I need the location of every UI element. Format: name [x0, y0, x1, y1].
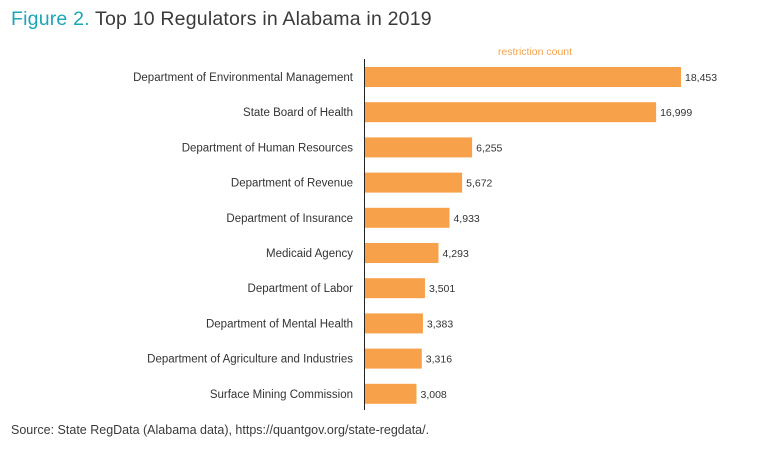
bar	[365, 243, 439, 263]
value-label: 5,672	[466, 178, 492, 190]
category-label: Department of Insurance	[226, 213, 353, 225]
bar	[365, 313, 423, 334]
bar	[365, 278, 425, 299]
figure-title: Figure 2. Top 10 Regulators in Alabama i…	[11, 8, 432, 31]
value-label: 6,255	[476, 142, 502, 154]
value-label: 3,316	[426, 354, 452, 366]
category-label: Department of Labor	[248, 283, 354, 295]
source-note: Source: State RegData (Alabama data), ht…	[11, 423, 430, 437]
bars-group: Department of Environmental Management 18…	[133, 67, 717, 404]
value-label: 3,008	[421, 389, 447, 401]
value-label: 3,383	[427, 318, 453, 330]
value-label: 4,293	[443, 248, 469, 260]
bar	[365, 172, 463, 193]
figure-label: Figure 2.	[11, 8, 90, 30]
category-label: Department of Environmental Management	[133, 72, 354, 84]
category-label: Department of Human Resources	[182, 142, 354, 154]
figure-title-text: Top 10 Regulators in Alabama in 2019	[95, 8, 432, 30]
category-label: State Board of Health	[243, 107, 353, 119]
bar	[365, 348, 422, 369]
bar	[365, 207, 450, 228]
bar	[365, 383, 417, 404]
value-label: 3,501	[429, 283, 455, 295]
bar	[365, 67, 681, 87]
bar	[365, 102, 657, 123]
category-label: Department of Agriculture and Industries	[147, 354, 353, 366]
category-label: Medicaid Agency	[266, 248, 353, 260]
value-label: 4,933	[453, 213, 479, 225]
value-label: 16,999	[660, 107, 692, 119]
value-label: 18,453	[685, 72, 717, 84]
category-label: Department of Mental Health	[206, 318, 353, 330]
legend-label: restriction count	[498, 46, 572, 58]
bar	[365, 137, 473, 158]
category-label: Department of Revenue	[231, 178, 353, 190]
category-label: Surface Mining Commission	[210, 389, 353, 401]
